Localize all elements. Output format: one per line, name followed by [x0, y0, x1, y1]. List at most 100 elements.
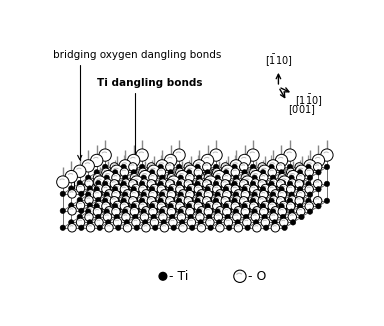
Circle shape: [132, 180, 138, 186]
Circle shape: [197, 224, 206, 232]
Circle shape: [159, 273, 167, 280]
Circle shape: [221, 197, 230, 205]
Circle shape: [316, 203, 321, 209]
Circle shape: [168, 186, 173, 192]
Circle shape: [186, 203, 192, 209]
Circle shape: [167, 190, 175, 199]
Circle shape: [123, 207, 132, 215]
Circle shape: [245, 225, 250, 230]
Circle shape: [160, 224, 169, 232]
Circle shape: [122, 175, 128, 180]
Circle shape: [157, 202, 166, 211]
Text: $[\bar{1}10]$: $[\bar{1}10]$: [265, 52, 292, 68]
Circle shape: [68, 190, 76, 198]
Circle shape: [313, 180, 322, 188]
Circle shape: [149, 190, 157, 199]
Circle shape: [286, 185, 295, 194]
Circle shape: [271, 224, 280, 232]
Circle shape: [286, 168, 295, 177]
Circle shape: [196, 209, 202, 214]
Circle shape: [275, 154, 288, 167]
Circle shape: [263, 191, 269, 197]
Circle shape: [87, 203, 93, 208]
Circle shape: [306, 164, 311, 170]
Circle shape: [122, 213, 130, 221]
Circle shape: [132, 197, 138, 203]
Circle shape: [139, 168, 147, 177]
Circle shape: [169, 184, 177, 193]
Circle shape: [68, 207, 76, 215]
Circle shape: [258, 163, 266, 171]
Circle shape: [113, 218, 122, 227]
Circle shape: [231, 185, 240, 194]
Circle shape: [215, 209, 220, 214]
Circle shape: [94, 176, 106, 188]
Circle shape: [178, 209, 183, 214]
Circle shape: [223, 190, 231, 199]
Circle shape: [136, 149, 148, 161]
Circle shape: [321, 149, 333, 161]
Circle shape: [152, 225, 158, 230]
Circle shape: [86, 175, 91, 180]
Circle shape: [290, 203, 296, 208]
Circle shape: [139, 198, 145, 203]
Text: $[001]$: $[001]$: [288, 103, 316, 117]
Circle shape: [149, 203, 155, 209]
Circle shape: [102, 168, 110, 177]
Circle shape: [214, 179, 223, 187]
Circle shape: [204, 207, 213, 216]
Circle shape: [157, 168, 166, 177]
Circle shape: [324, 164, 329, 170]
Circle shape: [134, 225, 139, 230]
Circle shape: [198, 186, 204, 191]
Circle shape: [250, 198, 256, 203]
Circle shape: [114, 214, 119, 220]
Circle shape: [278, 190, 286, 199]
Circle shape: [221, 163, 230, 171]
Circle shape: [150, 201, 159, 210]
Circle shape: [299, 180, 304, 186]
Circle shape: [280, 197, 286, 203]
Circle shape: [213, 168, 221, 177]
Circle shape: [280, 184, 288, 193]
Circle shape: [159, 209, 165, 214]
Circle shape: [96, 214, 101, 220]
Circle shape: [124, 186, 129, 191]
Circle shape: [245, 208, 250, 214]
Circle shape: [278, 207, 286, 216]
Circle shape: [91, 154, 103, 167]
Circle shape: [198, 220, 204, 225]
Circle shape: [140, 213, 149, 221]
Circle shape: [79, 225, 84, 230]
Circle shape: [184, 197, 192, 205]
Circle shape: [171, 191, 176, 197]
Circle shape: [235, 186, 240, 191]
Circle shape: [312, 154, 324, 167]
Circle shape: [169, 218, 177, 227]
Text: 2.96Å x 6.49Å: 2.96Å x 6.49Å: [143, 171, 216, 181]
Circle shape: [149, 207, 157, 216]
Circle shape: [295, 165, 308, 177]
Circle shape: [232, 198, 237, 203]
Circle shape: [252, 175, 257, 180]
Circle shape: [119, 160, 131, 172]
Circle shape: [305, 168, 313, 177]
Circle shape: [296, 207, 305, 216]
Circle shape: [171, 225, 176, 230]
Circle shape: [76, 201, 85, 210]
Circle shape: [93, 207, 102, 216]
Circle shape: [235, 203, 240, 208]
Circle shape: [179, 203, 185, 208]
Circle shape: [173, 149, 185, 161]
Circle shape: [268, 168, 276, 177]
Circle shape: [189, 208, 195, 214]
Circle shape: [202, 154, 214, 167]
Circle shape: [195, 179, 204, 187]
Circle shape: [159, 192, 165, 197]
Circle shape: [240, 163, 248, 171]
Circle shape: [316, 186, 321, 192]
Circle shape: [243, 180, 249, 186]
Circle shape: [271, 207, 280, 215]
Circle shape: [223, 203, 229, 209]
Circle shape: [106, 186, 111, 191]
